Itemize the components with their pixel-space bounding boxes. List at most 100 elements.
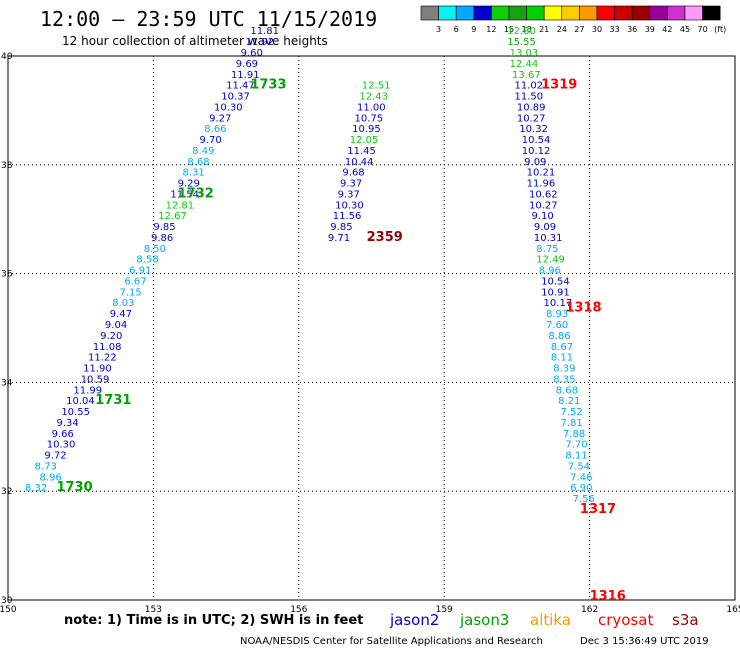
wave-height-label: 9.70 (199, 135, 221, 146)
color-legend-swatch (561, 5, 580, 21)
wave-height-label: 11.92 (245, 37, 274, 48)
color-legend-swatch (508, 5, 527, 21)
wave-height-label: 8.93 (546, 309, 568, 320)
color-legend-swatch (543, 5, 563, 21)
wave-height-label: 9.29 (178, 179, 200, 190)
wave-height-label: 10.04 (66, 396, 95, 407)
wave-height-label: 10.17 (544, 298, 573, 309)
wave-height-label: 9.72 (44, 451, 66, 462)
wave-height-label: 8.11 (565, 451, 587, 462)
x-tick-label: 156 (290, 605, 307, 615)
wave-height-label: 13.03 (510, 48, 539, 59)
y-tick-label: 38 (1, 161, 13, 171)
wave-height-label: 7.60 (546, 320, 568, 331)
x-tick-label: 159 (436, 605, 453, 615)
wave-height-label: 9.68 (342, 168, 364, 179)
wave-height-label: 9.20 (100, 331, 122, 342)
satellite-legend: jason2 jason3 altika cryosat s3a (389, 611, 699, 629)
wave-height-label: 7.15 (119, 287, 141, 298)
wave-height-label: 7.88 (563, 429, 585, 440)
wave-height-label: 10.30 (214, 102, 243, 113)
footer-note: note: 1) Time is in UTC; 2) SWH is in fe… (64, 613, 363, 628)
wave-height-label: 10.21 (527, 168, 556, 179)
wave-height-label: 9.09 (534, 222, 556, 233)
wave-height-label: 11.99 (73, 385, 102, 396)
wave-height-label: 10.75 (355, 113, 384, 124)
wave-height-label: 11.00 (357, 102, 386, 113)
wave-height-label: 10.55 (61, 407, 90, 418)
wave-height-label: 8.03 (112, 298, 134, 309)
satellite-legend-cryosat: cryosat (598, 611, 653, 629)
wave-height-label: 8.35 (553, 374, 575, 385)
y-tick-label: 40 (1, 52, 13, 62)
pass-time-label: 1733 (250, 78, 286, 93)
footer-timestamp: Dec 3 15:36:49 UTC 2019 (580, 636, 709, 647)
y-tick-label: 36 (1, 270, 13, 280)
wave-height-label: 9.71 (328, 233, 350, 244)
plot-area: 1501531561591621653032343638408.328.968.… (0, 26, 740, 615)
wave-height-label: 8.75 (536, 244, 558, 255)
color-legend-label: 33 (610, 25, 620, 34)
wave-height-label: 10.27 (529, 200, 558, 211)
wave-height-label: 12.51 (362, 81, 391, 92)
x-tick-label: 162 (581, 605, 598, 615)
wave-height-label: 8.73 (35, 461, 57, 472)
wave-height-label: 9.69 (236, 59, 258, 70)
wave-height-label: 11.91 (231, 70, 260, 81)
color-legend-label: 24 (557, 25, 567, 34)
color-legend-label: 70 (698, 25, 708, 34)
y-tick-label: 30 (1, 596, 13, 606)
color-legend-label: 21 (539, 25, 549, 34)
wave-height-label: 9.37 (340, 179, 362, 190)
color-legend-label: 27 (574, 25, 584, 34)
wave-height-label: 11.81 (250, 26, 279, 37)
wave-height-label: 12.67 (158, 211, 187, 222)
wave-height-label: 10.59 (81, 374, 110, 385)
wave-height-label: 10.37 (221, 92, 250, 103)
wave-height-label: 12.80 (507, 26, 536, 37)
wave-height-label: 10.54 (541, 276, 570, 287)
wave-height-label: 10.31 (534, 233, 563, 244)
chart-subtitle: 12 hour collection of altimeter wave hei… (62, 34, 328, 48)
wave-height-label: 6.67 (124, 276, 146, 287)
color-legend-swatch (631, 5, 651, 21)
wave-height-label: 8.67 (551, 342, 573, 353)
wave-height-label: 9.60 (241, 48, 263, 59)
wave-height-label: 10.95 (352, 124, 381, 135)
color-legend-label: 42 (662, 25, 672, 34)
wave-height-label: 8.31 (182, 168, 204, 179)
wave-height-label: 9.34 (56, 418, 78, 429)
plot-frame (7, 55, 736, 601)
wave-height-label: 11.54 (170, 189, 199, 200)
wave-height-label: 12.81 (166, 200, 195, 211)
wave-height-label: 8.86 (548, 331, 570, 342)
color-legend-swatch (491, 5, 510, 21)
color-legend-label: 6 (454, 25, 459, 34)
wave-height-label: 9.09 (524, 157, 546, 168)
color-legend-swatch (684, 5, 703, 21)
wave-height-label: 12.44 (510, 59, 539, 70)
color-legend-swatch (420, 5, 439, 21)
wave-height-label: 9.37 (338, 189, 360, 200)
color-legend-swatch (702, 5, 721, 21)
color-legend-label: 30 (592, 25, 602, 34)
wave-height-label: 8.32 (25, 483, 47, 494)
wave-height-label: 10.91 (541, 287, 570, 298)
color-legend-label: 45 (680, 25, 690, 34)
wave-height-label: 6.91 (129, 266, 151, 277)
wave-height-label: 9.47 (110, 309, 132, 320)
wave-height-label: 9.27 (209, 113, 231, 124)
color-legend-swatch (614, 5, 633, 21)
color-legend-label: (ft) (714, 25, 726, 34)
wave-height-label: 8.11 (551, 353, 573, 364)
pass-time-label: 1730 (56, 480, 92, 495)
wave-height-label: 8.50 (144, 244, 166, 255)
wave-height-label: 7.56 (573, 494, 595, 505)
wave-height-label: 9.85 (330, 222, 352, 233)
color-legend-swatch (455, 5, 475, 21)
wave-height-label: 15.55 (507, 37, 536, 48)
wave-height-label: 7.52 (561, 407, 583, 418)
